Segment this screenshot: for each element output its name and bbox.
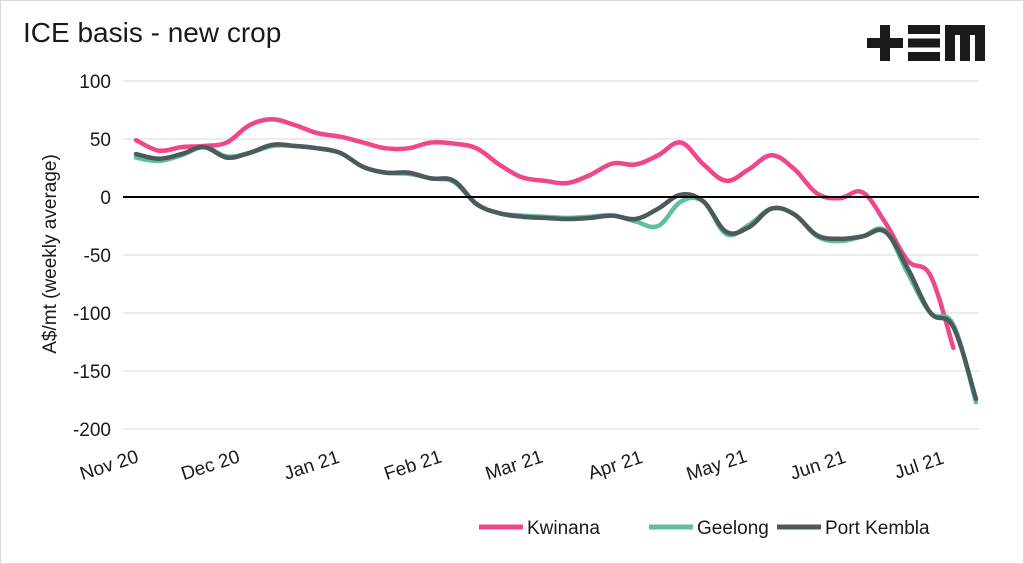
legend-label: Port Kembla bbox=[825, 518, 930, 539]
grid-lines bbox=[123, 80, 979, 430]
y-tick-label: 50 bbox=[90, 130, 111, 151]
x-tick-label: Jan 21 bbox=[281, 447, 342, 485]
x-tick-label: Dec 20 bbox=[179, 446, 243, 485]
chart-title: ICE basis - new crop bbox=[23, 17, 282, 48]
legend-label: Geelong bbox=[697, 518, 769, 539]
y-tick-label: -200 bbox=[73, 420, 111, 441]
y-tick-label: 0 bbox=[100, 188, 111, 209]
y-tick-label: -50 bbox=[84, 246, 111, 267]
y-tick-label: -100 bbox=[73, 304, 111, 325]
series-line-kwinana bbox=[133, 117, 956, 351]
x-tick-label: Mar 21 bbox=[483, 447, 546, 485]
series-lines bbox=[123, 117, 979, 405]
x-tick-label: May 21 bbox=[684, 446, 750, 485]
x-tick-label: Apr 21 bbox=[586, 447, 646, 484]
legend-label: Kwinana bbox=[527, 518, 600, 539]
tem-logo bbox=[867, 25, 985, 61]
x-axis-ticks: Nov 20 Dec 20 Jan 21 Feb 21 Mar 21 Apr 21 May … bbox=[77, 446, 946, 485]
x-tick-label: Jul 21 bbox=[892, 448, 947, 484]
y-tick-label: -150 bbox=[73, 362, 111, 383]
series-line-port-kembla bbox=[133, 142, 979, 402]
y-axis-label: A$/mt (weekly average) bbox=[40, 154, 61, 354]
x-tick-label: Jun 21 bbox=[788, 447, 849, 485]
x-tick-label: Feb 21 bbox=[382, 447, 445, 485]
y-tick-label: 100 bbox=[79, 72, 111, 93]
legend: Kwinana Geelong Port Kembla bbox=[479, 518, 930, 539]
x-tick-label: Nov 20 bbox=[77, 446, 141, 485]
y-axis-ticks: 100 50 0 -50 -100 -150 -200 bbox=[73, 72, 111, 441]
